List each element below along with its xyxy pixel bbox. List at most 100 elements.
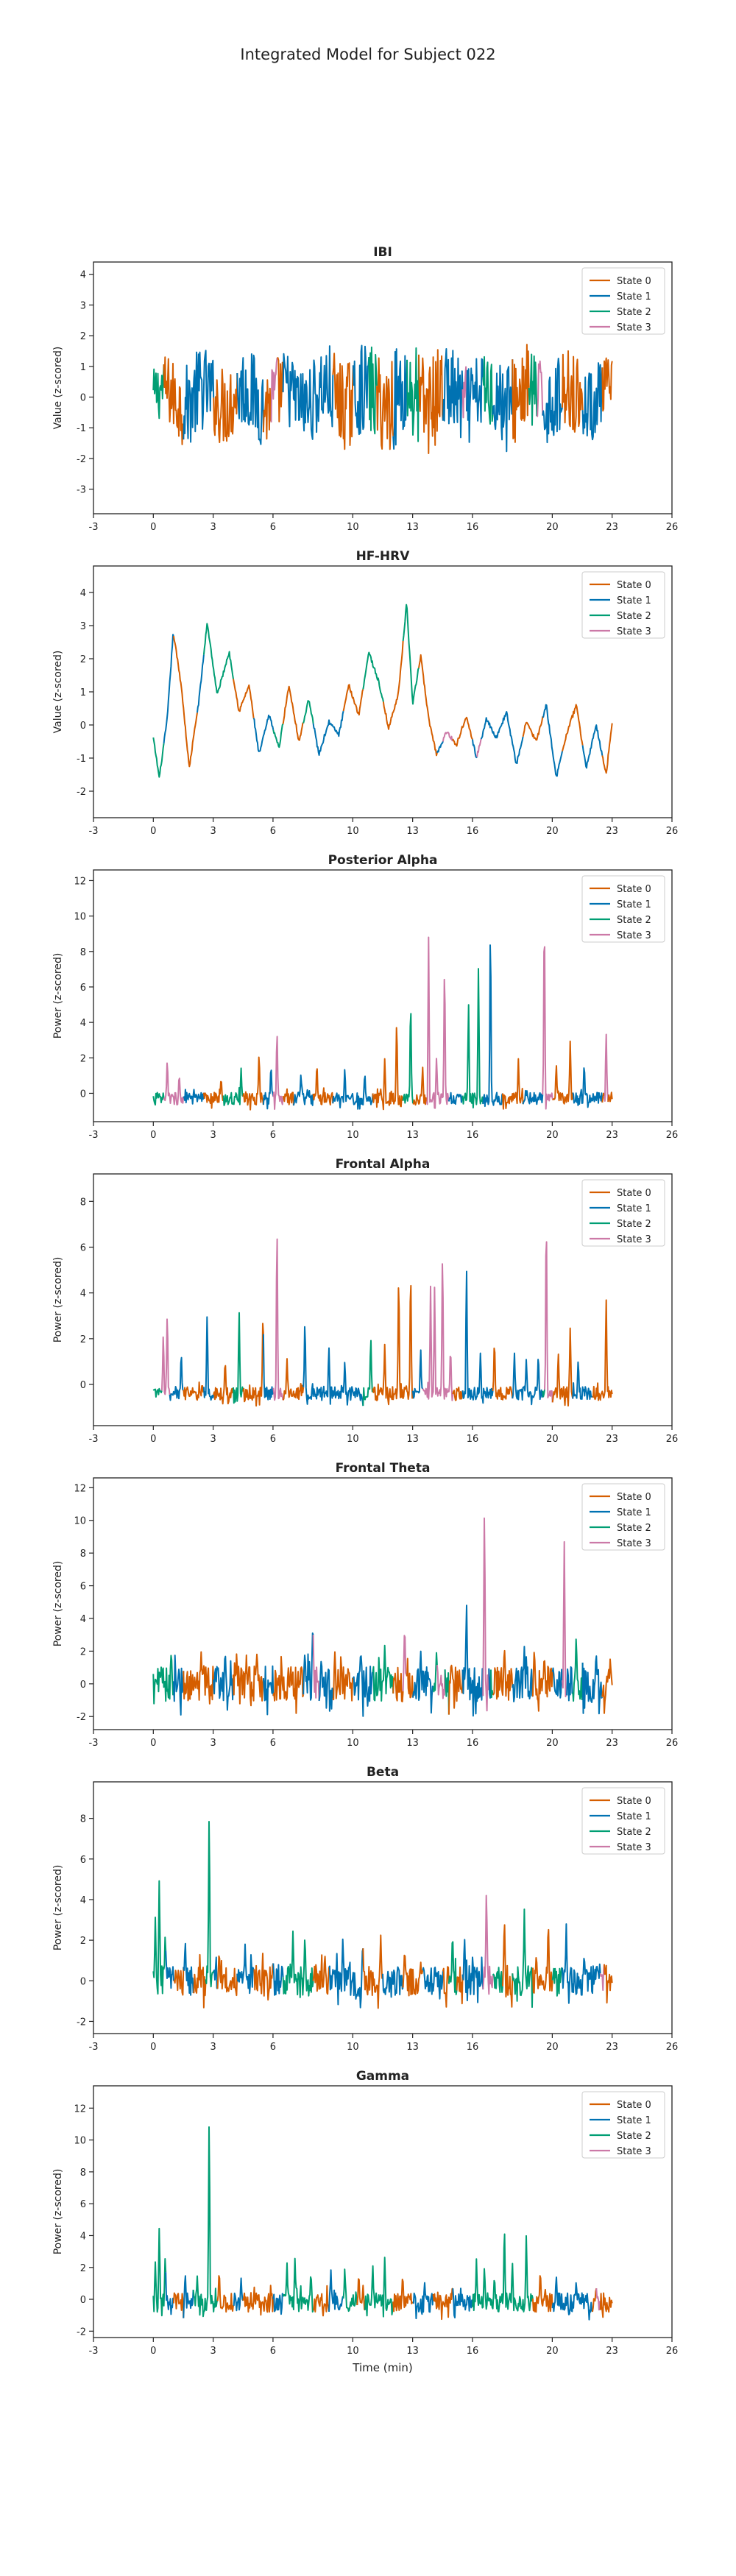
series-line-state-1 (492, 359, 514, 453)
x-tick-label: 0 (150, 1130, 156, 1141)
legend-label: State 3 (617, 626, 651, 637)
y-tick-label: 1 (80, 362, 86, 373)
x-tick-label: 16 (467, 826, 479, 837)
legend-label: State 0 (617, 1492, 651, 1503)
series-line-state-1 (572, 1067, 604, 1108)
x-tick-label: 16 (467, 522, 479, 533)
x-tick-label: 23 (606, 826, 618, 837)
series-line-state-3 (402, 1635, 408, 1692)
y-tick-label: 6 (80, 983, 86, 994)
y-tick-label: -2 (77, 454, 86, 465)
y-tick-label: 4 (80, 1289, 86, 1300)
series-line-state-0 (392, 1666, 404, 1702)
series-line-state-1 (213, 1655, 234, 1711)
series-line-state-2 (152, 1387, 163, 1398)
series-line-state-1 (252, 714, 275, 752)
y-tick-label: 2 (80, 654, 86, 665)
series-line-state-1 (461, 1939, 484, 2003)
y-axis-label: Value (z-scored) (52, 651, 64, 734)
x-tick-label: 20 (546, 1130, 559, 1141)
series-line-state-0 (272, 1655, 305, 1714)
legend-label: State 1 (617, 899, 651, 910)
x-tick-label: 26 (666, 2042, 679, 2053)
x-tick-label: -3 (89, 2346, 99, 2357)
x-tick-label: 3 (210, 2042, 216, 2053)
series-line-state-3 (312, 1635, 320, 1702)
series-line-state-0 (382, 640, 404, 730)
series-line-state-0 (502, 1058, 524, 1110)
series-line-state-1 (328, 1938, 364, 2009)
series-line-state-0 (552, 1040, 574, 1105)
series-line-state-2 (282, 2257, 314, 2313)
series-line-state-0 (512, 344, 530, 443)
series-line-state-0 (233, 1653, 264, 1707)
series-line-state-0 (163, 356, 185, 445)
series-line-state-2 (152, 1655, 174, 1705)
y-tick-label: -2 (77, 1712, 86, 1723)
legend-label: State 1 (617, 2115, 651, 2126)
legend: State 0 State 1 State 2 State 3 (581, 571, 665, 639)
x-tick-label: -3 (89, 2042, 99, 2053)
series-line-state-2 (512, 1908, 534, 2009)
x-tick-label: 10 (347, 826, 359, 837)
x-tick-label: 23 (606, 1434, 618, 1445)
y-tick-label: -2 (77, 2326, 86, 2338)
series-line-state-0 (531, 1652, 553, 1712)
series-line-state-3 (422, 1263, 454, 1401)
y-axis-label: Value (z-scored) (52, 347, 64, 430)
axes-frame (93, 1477, 673, 1730)
legend-label: State 3 (617, 1842, 651, 1853)
y-tick-label: 2 (80, 1053, 86, 1064)
series-line-state-2 (272, 723, 284, 749)
x-tick-label: 13 (406, 2042, 419, 2053)
series-line-state-1 (566, 1666, 574, 1702)
y-axis-label: Power (z-scored) (52, 2169, 64, 2255)
series-line-state-2 (233, 1312, 244, 1404)
x-tick-label: 0 (150, 2346, 156, 2357)
x-tick-label: 20 (546, 2346, 559, 2357)
series-line-state-1 (482, 944, 503, 1108)
series-line-state-0 (599, 2292, 613, 2318)
series-line-state-1 (382, 1966, 404, 1998)
y-tick-label: 8 (80, 1197, 86, 1208)
series-line-state-0 (418, 654, 438, 757)
series-line-state-1 (422, 1967, 444, 2000)
series-line-state-1 (292, 1074, 314, 1106)
series-line-state-0 (452, 1386, 464, 1401)
series-line-state-1 (183, 350, 215, 443)
x-tick-label: 0 (150, 522, 156, 533)
y-tick-label: 4 (80, 588, 86, 599)
series-line-state-1 (452, 2287, 473, 2318)
subplot-title: Gamma (356, 2069, 409, 2084)
y-axis-label: Power (z-scored) (52, 1865, 64, 1951)
x-tick-label: 26 (666, 826, 679, 837)
series-line-state-1 (512, 1352, 544, 1406)
subplot-frontal-theta: Frontal Theta -3 0 3 6 10 13 16 20 23 26 -2 0 2 4 6 8 10 1… (52, 1461, 678, 1749)
series-line-state-2 (447, 1941, 458, 1995)
y-tick-label: 1 (80, 687, 86, 698)
series-line-state-1 (197, 654, 205, 713)
legend-label: State 0 (617, 276, 651, 287)
series-line-state-0 (522, 716, 544, 741)
series-line-state-1 (183, 1089, 205, 1105)
legend: State 0 State 1 State 2 State 3 (581, 267, 665, 335)
y-tick-label: 8 (80, 1814, 86, 1825)
legend-label: State 3 (617, 1538, 651, 1549)
series-line-state-0 (604, 1964, 613, 2004)
series-line-state-1 (169, 1356, 184, 1401)
series-line-state-0 (531, 2275, 553, 2313)
x-tick-label: 26 (666, 1738, 679, 1749)
series-line-state-0 (183, 1381, 205, 1401)
legend-label: State 0 (617, 2100, 651, 2111)
series-line-state-0 (492, 1649, 514, 1701)
series-line-state-3 (272, 1036, 284, 1110)
series-line-state-0 (592, 1299, 613, 1401)
series-line-state-0 (601, 1092, 605, 1103)
series-line-state-2 (342, 2268, 358, 2313)
series-line-state-0 (447, 1664, 464, 1715)
x-tick-label: -3 (89, 1738, 99, 1749)
x-tick-label: 6 (270, 1434, 276, 1445)
y-tick-label: 0 (80, 1380, 86, 1391)
series-line-state-2 (192, 2126, 219, 2318)
x-tick-label: 13 (406, 522, 419, 533)
